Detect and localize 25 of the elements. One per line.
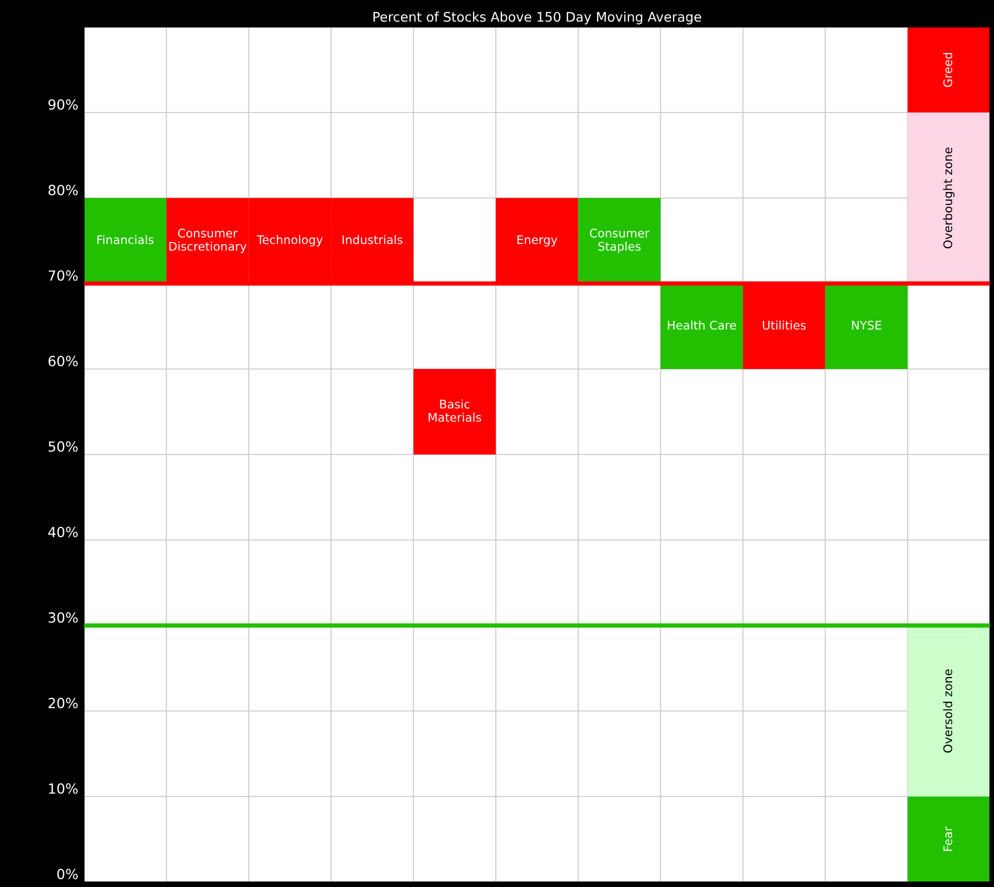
y-tick-label: 40% <box>48 526 78 538</box>
data-label: Consumer Staples <box>590 228 650 254</box>
y-tick-label: 60% <box>48 356 78 366</box>
y-tick-label: 0% <box>57 868 78 880</box>
data-label: Technology <box>256 235 323 246</box>
data-label: Fear <box>943 826 952 851</box>
y-tick-label: 80% <box>48 184 78 196</box>
data-label: NYSE <box>852 320 882 330</box>
data-label: Greed <box>943 52 952 87</box>
data-label: Industrials <box>342 235 402 244</box>
y-tick-label: 30% <box>48 612 78 623</box>
y-tick-label: 70% <box>48 270 78 281</box>
chart-title: Percent of Stocks Above 150 Day Moving Average <box>374 12 702 24</box>
data-label: Health Care <box>668 320 736 330</box>
data-label: Energy <box>517 235 558 246</box>
y-tick-label: 20% <box>48 698 78 708</box>
data-label: Oversold zone <box>943 669 952 753</box>
data-label: Consumer Discretionary <box>169 228 246 254</box>
y-tick-label: 50% <box>48 441 78 452</box>
data-label: Utilities <box>762 320 806 330</box>
data-label: Financials <box>97 235 154 244</box>
data-label: Overbought zone <box>943 148 955 248</box>
data-label: Basic Materials <box>428 399 482 422</box>
y-tick-label: 10% <box>49 783 78 794</box>
y-tick-label: 90% <box>48 99 78 110</box>
